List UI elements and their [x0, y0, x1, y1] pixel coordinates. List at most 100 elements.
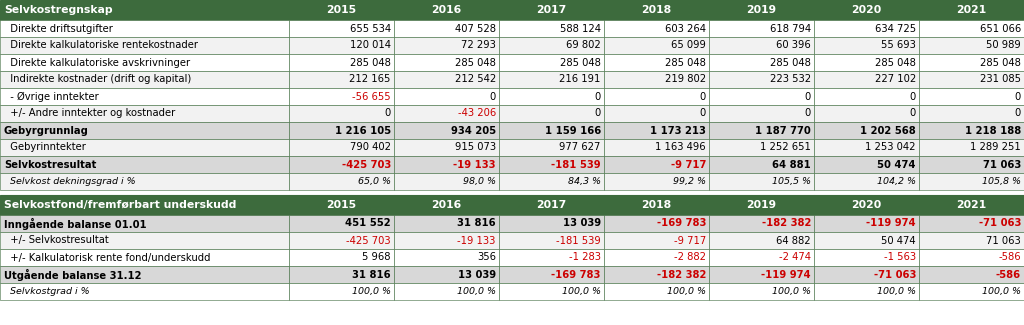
Text: 2016: 2016	[431, 200, 462, 210]
Bar	[0, 0, 289, 20]
Text: 285 048: 285 048	[980, 58, 1021, 68]
Bar	[709, 0, 814, 20]
Text: 31 816: 31 816	[352, 269, 391, 280]
Text: Selvkostgrad i %: Selvkostgrad i %	[4, 287, 90, 296]
Bar	[0, 249, 289, 266]
Bar	[919, 173, 1024, 190]
Bar	[604, 232, 709, 249]
Text: 285 048: 285 048	[770, 58, 811, 68]
Bar	[814, 88, 919, 105]
Text: 407 528: 407 528	[455, 23, 496, 33]
Text: 588 124: 588 124	[560, 23, 601, 33]
Text: 285 048: 285 048	[455, 58, 496, 68]
Text: -9 717: -9 717	[671, 160, 706, 170]
Text: 0: 0	[909, 109, 915, 119]
Bar	[289, 54, 394, 71]
Bar	[919, 20, 1024, 37]
Bar	[919, 249, 1024, 266]
Text: -182 382: -182 382	[762, 218, 811, 228]
Text: Inngående balanse 01.01: Inngående balanse 01.01	[4, 217, 146, 229]
Bar	[814, 54, 919, 71]
Bar	[289, 122, 394, 139]
Text: 603 264: 603 264	[665, 23, 706, 33]
Text: 285 048: 285 048	[665, 58, 706, 68]
Text: 99,2 %: 99,2 %	[673, 177, 706, 186]
Bar	[919, 266, 1024, 283]
Text: -1 563: -1 563	[884, 253, 915, 263]
Text: 60 396: 60 396	[776, 41, 811, 50]
Bar	[499, 88, 604, 105]
Bar	[604, 71, 709, 88]
Bar	[499, 105, 604, 122]
Text: Indirekte kostnader (drift og kapital): Indirekte kostnader (drift og kapital)	[4, 74, 191, 84]
Bar	[0, 215, 289, 232]
Bar	[394, 54, 499, 71]
Text: 1 187 770: 1 187 770	[755, 125, 811, 136]
Text: - Øvrige inntekter: - Øvrige inntekter	[4, 91, 98, 102]
Text: 0: 0	[1015, 109, 1021, 119]
Bar	[289, 0, 394, 20]
Text: 1 159 166: 1 159 166	[545, 125, 601, 136]
Bar	[394, 283, 499, 300]
Text: 0: 0	[699, 92, 706, 101]
Bar	[499, 249, 604, 266]
Bar	[394, 122, 499, 139]
Text: 100,0 %: 100,0 %	[877, 287, 915, 296]
Text: -2 474: -2 474	[779, 253, 811, 263]
Text: 55 693: 55 693	[881, 41, 915, 50]
Text: Selvkostresultat: Selvkostresultat	[4, 160, 96, 170]
Text: -56 655: -56 655	[352, 92, 391, 101]
Text: Selvkost dekningsgrad i %: Selvkost dekningsgrad i %	[4, 177, 135, 186]
Text: -119 974: -119 974	[761, 269, 811, 280]
Text: 223 532: 223 532	[770, 74, 811, 84]
Text: 2018: 2018	[641, 200, 672, 210]
Text: 2015: 2015	[327, 200, 356, 210]
Bar	[0, 122, 289, 139]
Text: 1 218 188: 1 218 188	[965, 125, 1021, 136]
Text: 285 048: 285 048	[560, 58, 601, 68]
Text: 2019: 2019	[746, 200, 776, 210]
Text: +/- Andre inntekter og kostnader: +/- Andre inntekter og kostnader	[4, 109, 175, 119]
Bar	[604, 54, 709, 71]
Bar	[394, 139, 499, 156]
Bar	[499, 71, 604, 88]
Bar	[814, 283, 919, 300]
Text: -71 063: -71 063	[979, 218, 1021, 228]
Text: 0: 0	[595, 92, 601, 101]
Bar	[709, 20, 814, 37]
Text: 65,0 %: 65,0 %	[357, 177, 391, 186]
Text: 2015: 2015	[327, 5, 356, 15]
Bar	[604, 173, 709, 190]
Text: 216 191: 216 191	[559, 74, 601, 84]
Text: Gebyrinntekter: Gebyrinntekter	[4, 142, 86, 152]
Bar	[604, 37, 709, 54]
Bar	[499, 20, 604, 37]
Bar	[499, 283, 604, 300]
Bar	[0, 266, 289, 283]
Bar	[919, 54, 1024, 71]
Text: 1 163 496: 1 163 496	[655, 142, 706, 152]
Text: -425 703: -425 703	[342, 160, 391, 170]
Text: 0: 0	[385, 109, 391, 119]
Text: 100,0 %: 100,0 %	[667, 287, 706, 296]
Text: 285 048: 285 048	[350, 58, 391, 68]
Bar	[0, 283, 289, 300]
Bar	[0, 88, 289, 105]
Text: 100,0 %: 100,0 %	[562, 287, 601, 296]
Bar	[814, 156, 919, 173]
Bar	[289, 37, 394, 54]
Bar	[289, 105, 394, 122]
Text: 2020: 2020	[851, 200, 882, 210]
Bar	[0, 20, 289, 37]
Bar	[814, 122, 919, 139]
Bar	[394, 88, 499, 105]
Bar	[709, 105, 814, 122]
Bar	[289, 139, 394, 156]
Bar	[919, 139, 1024, 156]
Text: 50 989: 50 989	[986, 41, 1021, 50]
Text: Selvkostfond/fremførbart underskudd: Selvkostfond/fremførbart underskudd	[4, 200, 237, 210]
Bar	[499, 37, 604, 54]
Bar	[499, 173, 604, 190]
Bar	[709, 195, 814, 215]
Bar	[919, 195, 1024, 215]
